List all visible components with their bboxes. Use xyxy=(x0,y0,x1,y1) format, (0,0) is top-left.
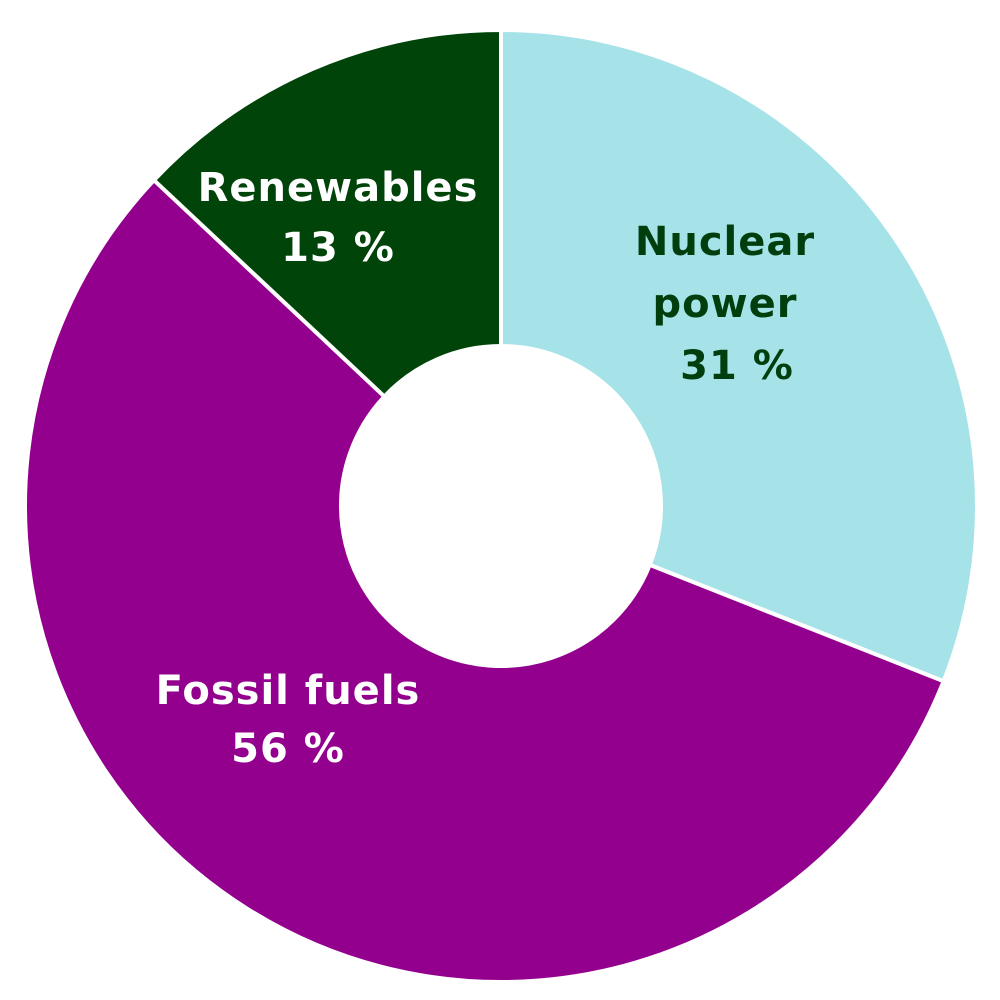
slice-label-fossil-fuels: Fossil fuels xyxy=(156,668,421,714)
slice-fossil-fuels xyxy=(23,177,947,984)
donut-labels: Nuclear power 31 % Fossil fuels 56 % Renewabl… xyxy=(156,165,815,772)
donut-slices xyxy=(23,27,979,984)
slice-label-nuclear-power-line-2: power xyxy=(653,281,798,327)
slice-nuclear-power xyxy=(499,27,979,684)
slice-value-renewables: 13 % xyxy=(281,225,395,271)
slice-value-nuclear-power: 31 % xyxy=(680,343,794,389)
slice-renewables xyxy=(151,27,503,400)
slice-label-renewables: Renewables xyxy=(198,165,479,211)
slice-label-nuclear-power-line-1: Nuclear xyxy=(635,219,815,265)
slice-value-fossil-fuels: 56 % xyxy=(231,726,345,772)
